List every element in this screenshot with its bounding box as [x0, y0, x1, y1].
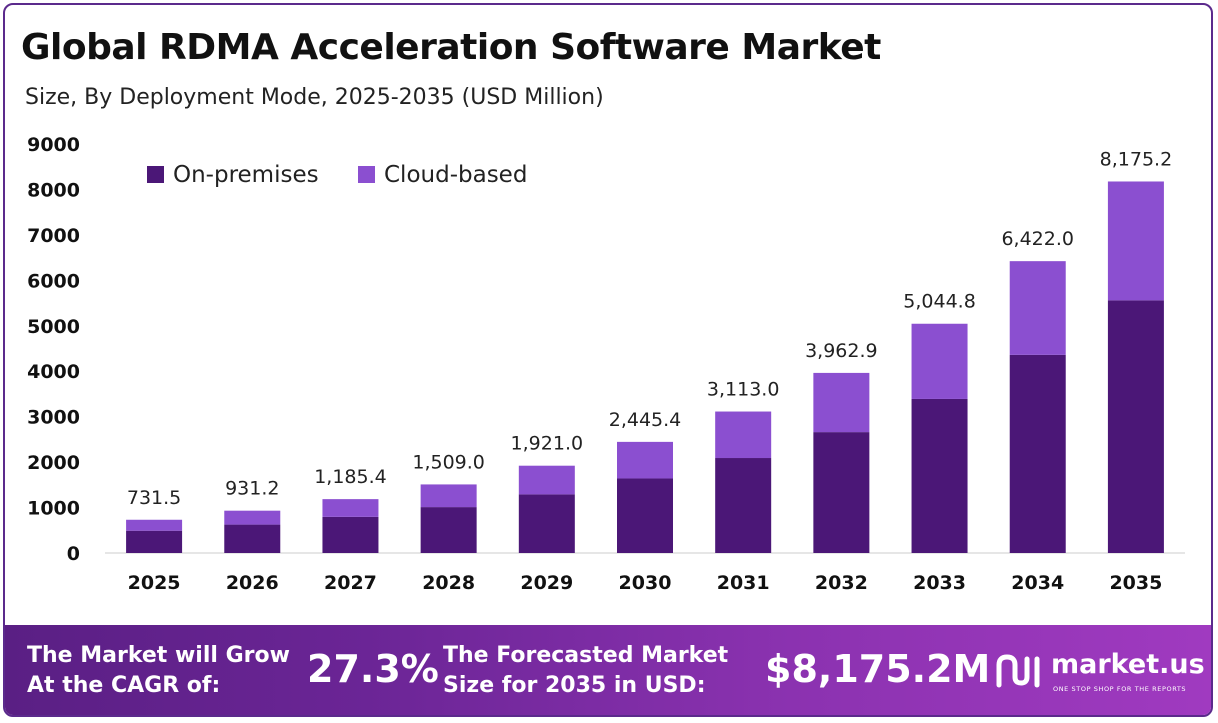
chart-frame: Global RDMA Acceleration Software Market… [3, 3, 1213, 717]
data-label-total: 5,044.8 [903, 291, 976, 313]
x-tick-label: 2034 [1011, 572, 1064, 594]
data-label-total: 1,921.0 [511, 433, 584, 455]
bar-on-premises [715, 458, 772, 553]
bar-on-premises [813, 432, 870, 553]
bar-on-premises [322, 516, 379, 553]
legend-label: Cloud-based [384, 162, 527, 188]
bar-on-premises [1009, 354, 1066, 553]
y-tick-label: 8000 [27, 179, 80, 201]
bar-on-premises [420, 507, 477, 553]
data-label-total: 931.2 [225, 478, 279, 500]
footer-banner: The Market will Grow At the CAGR of: 27.… [5, 625, 1211, 715]
x-tick-label: 2028 [422, 572, 475, 594]
forecast-label-line1: The Forecasted Market [443, 643, 729, 668]
y-tick-label: 9000 [27, 134, 80, 156]
bar-cloud-based [911, 323, 968, 399]
bar-cloud-based [518, 465, 575, 495]
bar-cloud-based [126, 519, 183, 531]
stacked-bar-chart: 0 1000 2000 3000 4000 5000 6000 7000 8000 9000 731… [27, 134, 1185, 594]
y-tick-label: 6000 [27, 270, 80, 292]
bar-cloud-based [224, 510, 281, 525]
data-label-total: 3,113.0 [707, 379, 780, 401]
y-tick-label: 0 [67, 543, 80, 565]
x-tick-label: 2029 [520, 572, 573, 594]
y-tick-label: 3000 [27, 407, 80, 429]
chart-title: Global RDMA Acceleration Software Market [21, 27, 881, 68]
bar-on-premises [224, 524, 281, 553]
market-us-logo-icon [996, 654, 1040, 688]
y-tick-label: 4000 [27, 361, 80, 383]
x-tick-label: 2027 [324, 572, 377, 594]
legend-swatch [147, 166, 164, 183]
x-tick-label: 2035 [1109, 572, 1162, 594]
data-label-total: 1,509.0 [412, 451, 485, 473]
y-tick-label: 1000 [27, 498, 80, 520]
bar-cloud-based [420, 484, 477, 508]
legend-swatch [358, 166, 375, 183]
brand-name: market.us [1051, 649, 1205, 680]
bar-on-premises [126, 530, 183, 553]
forecast-value: $8,175.2M [765, 647, 991, 691]
y-tick-label: 5000 [27, 316, 80, 338]
bar-cloud-based [1009, 261, 1066, 355]
bar-cloud-based [322, 499, 379, 517]
x-tick-label: 2026 [226, 572, 279, 594]
x-tick-label: 2032 [815, 572, 868, 594]
cagr-label-line2: At the CAGR of: [27, 673, 221, 698]
cagr-label-line1: The Market will Grow [27, 643, 290, 668]
y-tick-label: 2000 [27, 452, 80, 474]
x-tick-label: 2025 [128, 572, 181, 594]
chart-subtitle: Size, By Deployment Mode, 2025-2035 (USD… [25, 85, 604, 110]
bar-cloud-based [715, 411, 772, 459]
cagr-value: 27.3% [307, 647, 439, 691]
cagr-label: The Market will Grow At the CAGR of: [27, 641, 290, 701]
data-label-total: 6,422.0 [1001, 228, 1074, 250]
data-label-total: 2,445.4 [609, 409, 682, 431]
bar-on-premises [617, 478, 673, 553]
bar-on-premises [911, 398, 968, 553]
x-tick-label: 2031 [717, 572, 770, 594]
bar-cloud-based [617, 441, 673, 479]
y-tick-label: 7000 [27, 225, 80, 247]
data-label-total: 1,185.4 [314, 466, 387, 488]
bar-on-premises [1107, 300, 1164, 553]
bar-cloud-based [813, 372, 870, 433]
bar-on-premises [518, 494, 575, 553]
data-label-total: 731.5 [127, 487, 181, 509]
x-tick-label: 2033 [913, 572, 966, 594]
legend-label: On-premises [173, 162, 319, 188]
forecast-label: The Forecasted Market Size for 2035 in U… [443, 641, 728, 701]
data-label-total: 3,962.9 [805, 340, 878, 362]
x-tick-label: 2030 [619, 572, 672, 594]
data-label-total: 8,175.2 [1100, 148, 1173, 170]
bar-cloud-based [1107, 181, 1164, 301]
brand-tagline: ONE STOP SHOP FOR THE REPORTS [1053, 685, 1187, 693]
forecast-label-line2: Size for 2035 in USD: [443, 673, 706, 698]
